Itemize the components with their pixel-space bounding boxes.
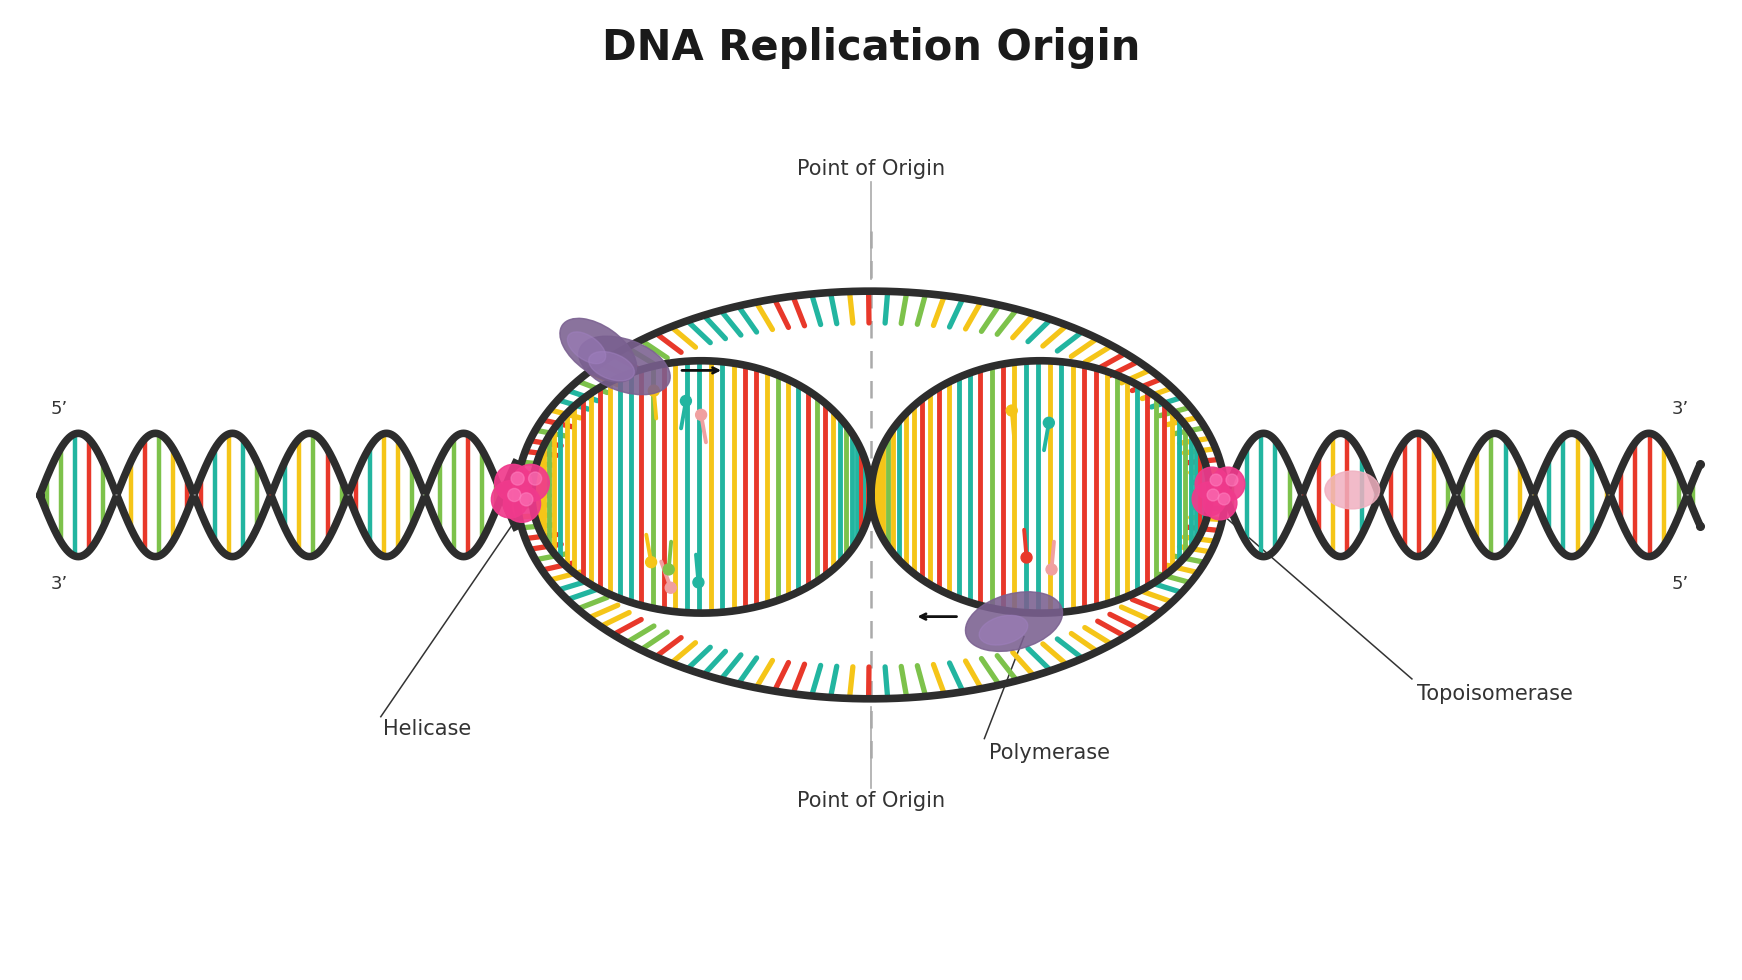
Ellipse shape <box>1326 471 1380 509</box>
Circle shape <box>1218 493 1230 505</box>
Circle shape <box>646 557 657 567</box>
Circle shape <box>1021 552 1031 563</box>
Circle shape <box>1043 417 1054 428</box>
Text: Helicase: Helicase <box>383 718 470 739</box>
Circle shape <box>528 472 542 485</box>
Circle shape <box>1207 489 1219 501</box>
Text: 3’: 3’ <box>51 574 68 593</box>
Circle shape <box>681 396 692 407</box>
Circle shape <box>1195 467 1228 501</box>
Circle shape <box>1211 467 1246 501</box>
Text: Point of Origin: Point of Origin <box>796 159 946 178</box>
Circle shape <box>1211 474 1221 486</box>
Circle shape <box>503 485 540 522</box>
Text: 5’: 5’ <box>51 401 68 418</box>
Ellipse shape <box>979 615 1028 645</box>
Ellipse shape <box>559 318 636 382</box>
Circle shape <box>648 385 658 396</box>
Text: Topoisomerase: Topoisomerase <box>1416 684 1573 704</box>
Circle shape <box>693 577 704 588</box>
Circle shape <box>695 410 707 420</box>
Ellipse shape <box>578 336 671 395</box>
Circle shape <box>510 472 524 485</box>
Circle shape <box>507 488 521 502</box>
Circle shape <box>512 465 549 502</box>
Text: Point of Origin: Point of Origin <box>796 791 946 811</box>
Circle shape <box>665 582 676 593</box>
Circle shape <box>1192 482 1226 515</box>
Circle shape <box>664 564 674 575</box>
Text: Polymerase: Polymerase <box>989 744 1110 763</box>
Circle shape <box>495 465 531 502</box>
Text: DNA Replication Origin: DNA Replication Origin <box>601 26 1141 69</box>
Text: 5’: 5’ <box>1672 574 1690 593</box>
Circle shape <box>1045 564 1057 575</box>
Ellipse shape <box>568 332 606 364</box>
Circle shape <box>1226 474 1239 486</box>
Circle shape <box>1204 486 1237 519</box>
Ellipse shape <box>589 352 634 381</box>
Circle shape <box>519 493 533 506</box>
Circle shape <box>1007 405 1017 416</box>
Ellipse shape <box>965 592 1063 652</box>
Circle shape <box>491 481 528 518</box>
Text: 3’: 3’ <box>1672 401 1690 418</box>
